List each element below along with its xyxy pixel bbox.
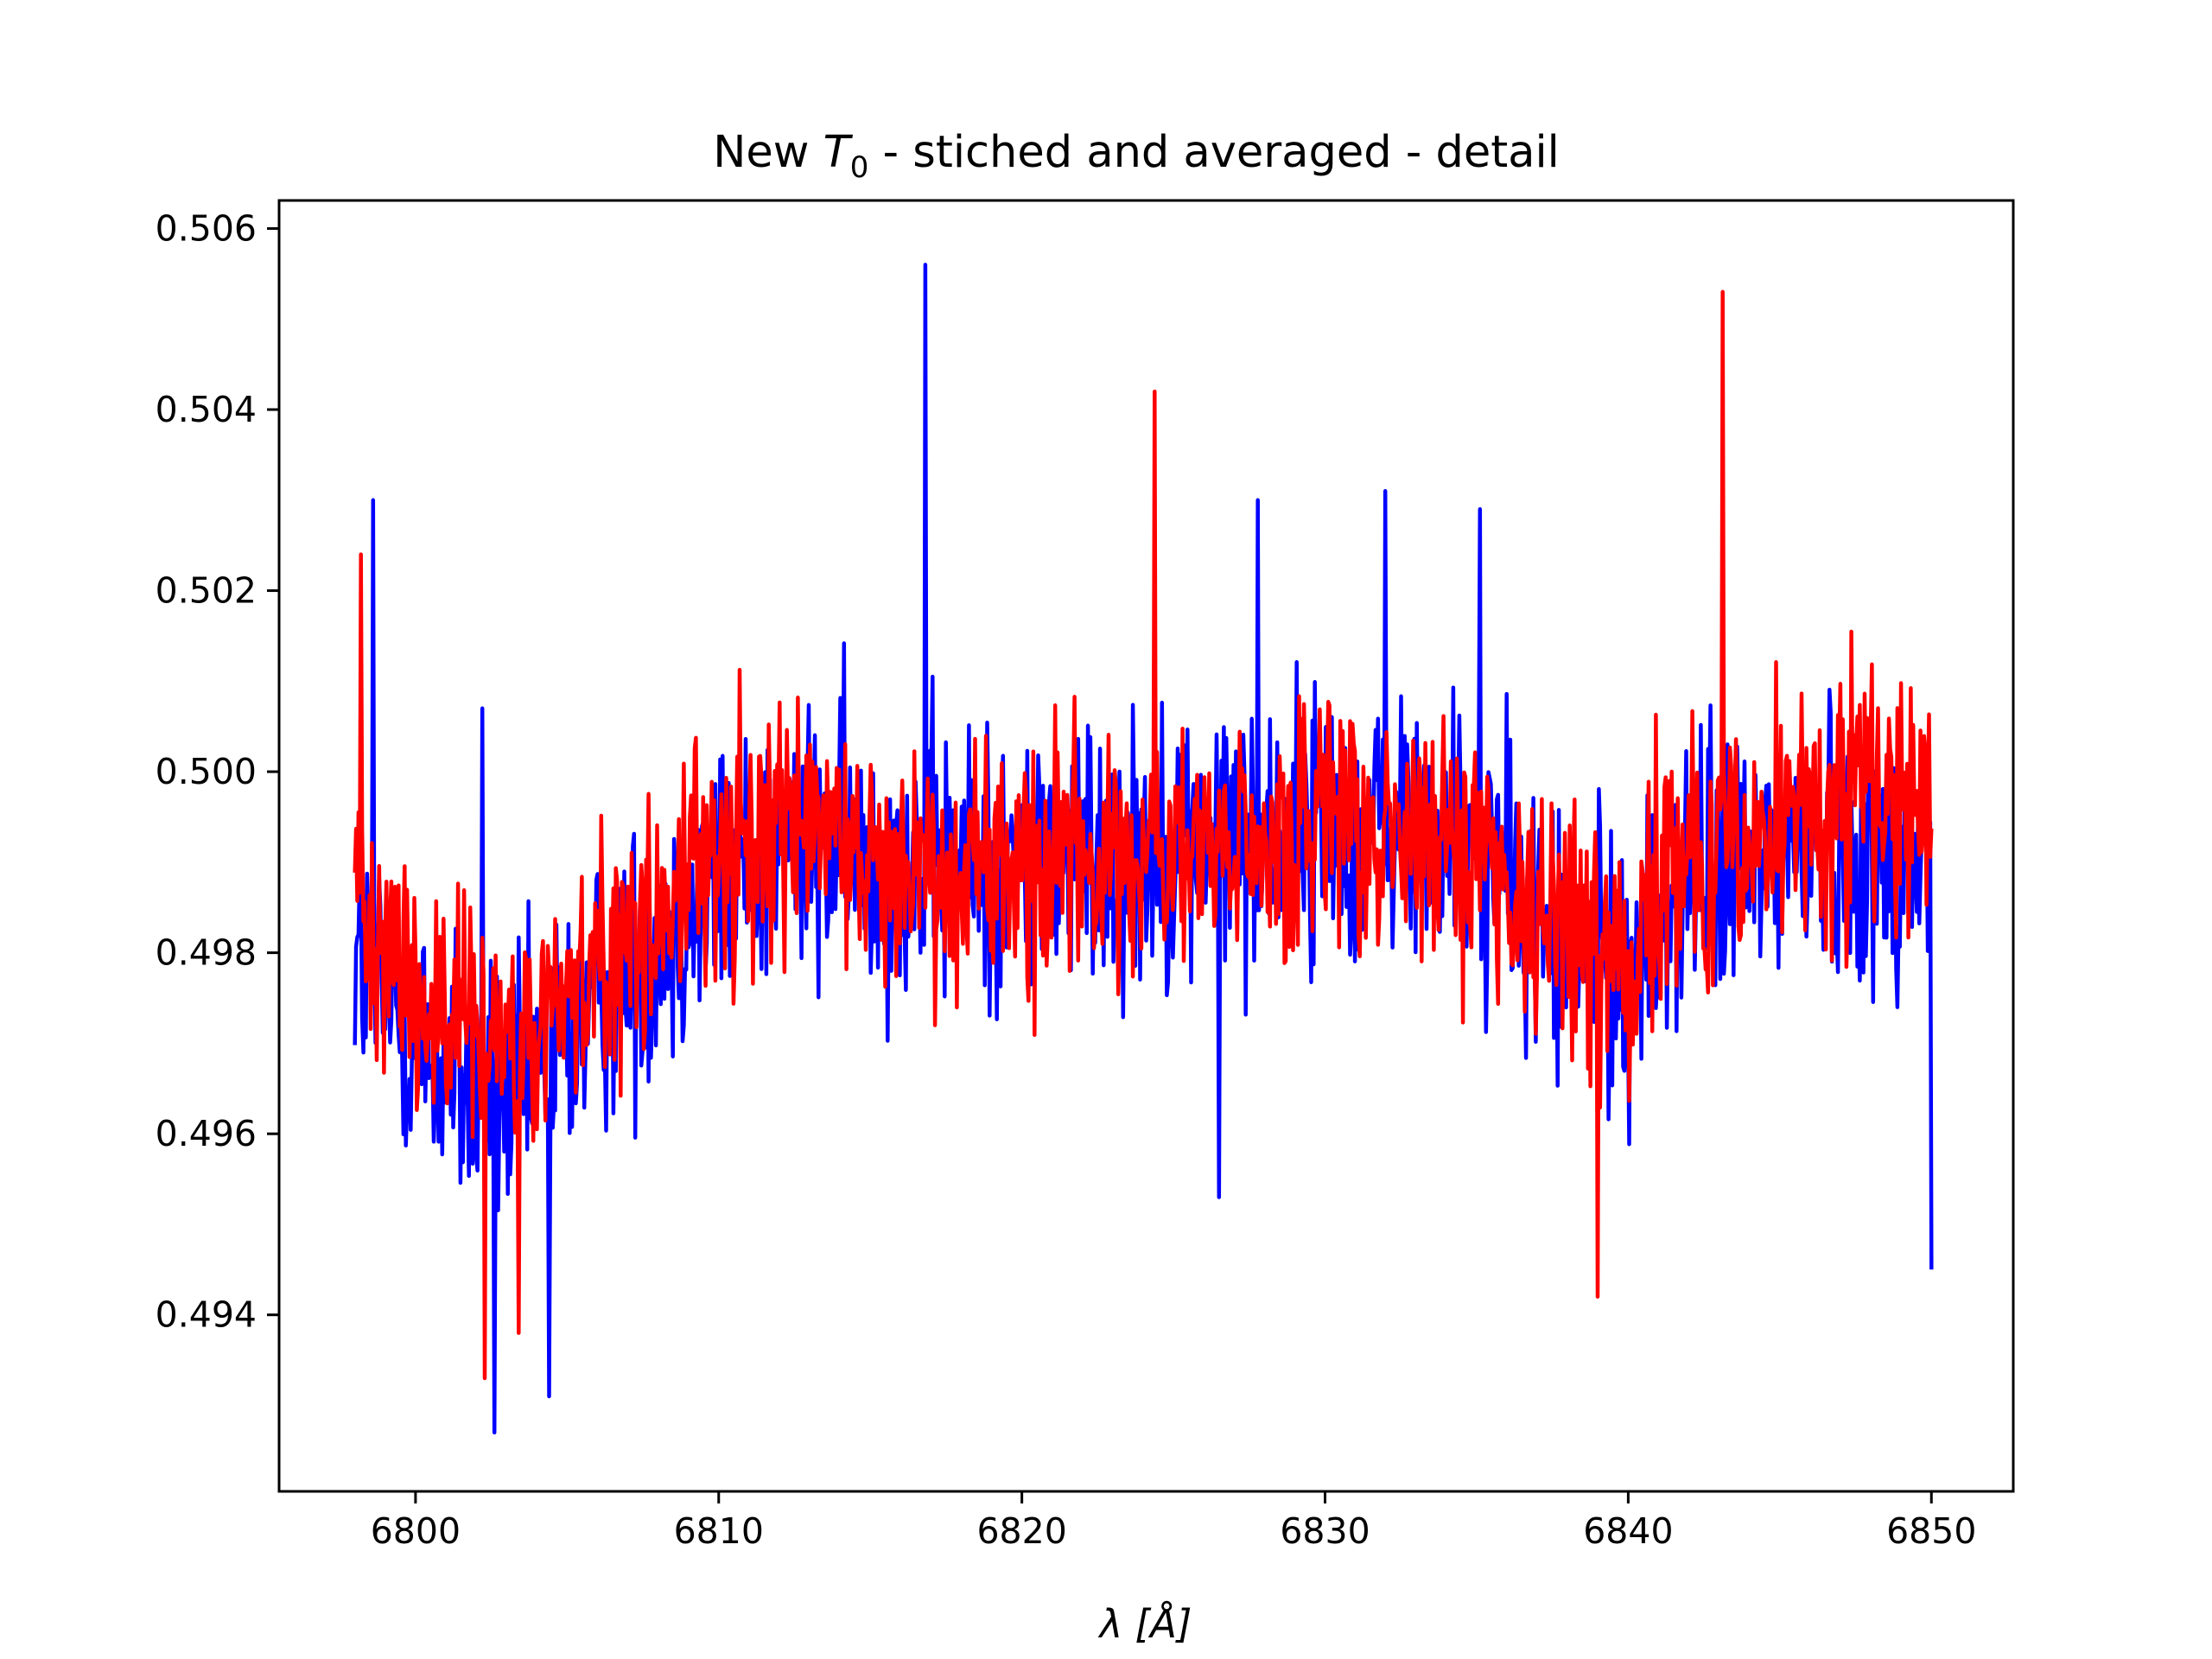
- x-axis-label: λ [Å]: [1098, 1601, 1192, 1647]
- x-axis-unit: [Å]: [1135, 1601, 1192, 1647]
- x-axis-symbol: λ: [1098, 1601, 1123, 1647]
- chart-title: New T0 - stiched and averaged - detail: [713, 127, 1560, 185]
- series-group: [353, 263, 1934, 1435]
- x-tick-label: 6820: [976, 1510, 1066, 1552]
- y-tick-label: 0.506: [156, 207, 257, 249]
- y-tick-label: 0.500: [156, 751, 257, 792]
- title-subscript: 0: [850, 150, 869, 185]
- series-line-red: [353, 289, 1934, 1381]
- title-variable: T: [823, 127, 854, 178]
- x-tick-label: 6800: [371, 1510, 461, 1552]
- y-axis: 0.494 0.496 0.498 0.500 0.502 0.504 0.506: [156, 207, 279, 1336]
- x-axis: 6800 6810 6820 6830 6840 6850: [371, 1491, 1976, 1552]
- y-tick-label: 0.494: [156, 1294, 257, 1336]
- axes-frame: [277, 199, 2015, 1493]
- x-tick-label: 6850: [1886, 1510, 1976, 1552]
- x-tick-label: 6840: [1583, 1510, 1673, 1552]
- y-tick-label: 0.496: [156, 1113, 257, 1154]
- y-tick-label: 0.504: [156, 389, 257, 430]
- x-tick-label: 6810: [674, 1510, 764, 1552]
- y-tick-label: 0.498: [156, 932, 257, 974]
- plot-area: [353, 263, 1934, 1435]
- y-tick-label: 0.502: [156, 570, 257, 612]
- x-tick-label: 6830: [1280, 1510, 1370, 1552]
